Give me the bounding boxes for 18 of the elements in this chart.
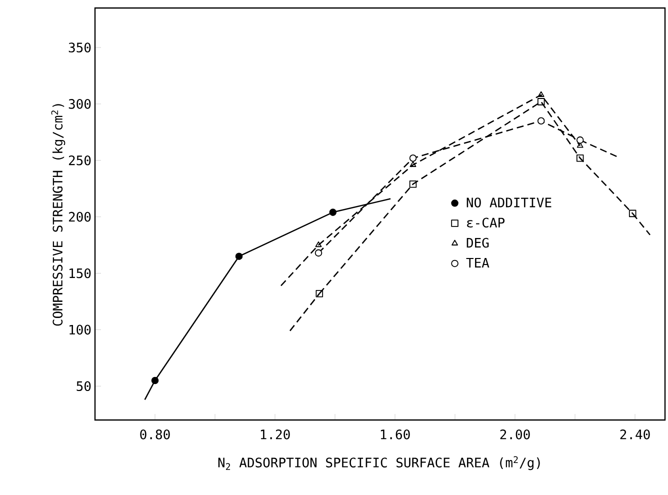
y-tick-label: 300 bbox=[68, 99, 91, 109]
x-tick-label: 1.60 bbox=[380, 430, 410, 440]
y-axis-title: COMPRESSIVE STRENGTH (kg/cm$^{2}$) bbox=[51, 104, 66, 326]
x-axis-title: N$_{2}$ ADSORPTION SPECIFIC SURFACE AREA (m$^{2}$/g) bbox=[218, 456, 540, 470]
x-tick-label: 2.00 bbox=[500, 430, 530, 440]
x-tick-label: 2.40 bbox=[620, 430, 650, 440]
y-tick-label: 50 bbox=[76, 381, 91, 392]
legend-label: DEG bbox=[466, 238, 489, 248]
y-tick-label: 350 bbox=[68, 42, 91, 52]
x-tick-label: 1.20 bbox=[260, 430, 290, 440]
y-tick-label: 100 bbox=[70, 324, 91, 335]
x-tick-label: 0.80 bbox=[140, 430, 170, 440]
legend-label: ε-CAP bbox=[467, 218, 505, 228]
y-tick-label: 200 bbox=[68, 212, 91, 222]
y-tick-label: 250 bbox=[68, 155, 91, 166]
y-tick-label: 150 bbox=[70, 268, 91, 278]
legend-label: NO ADDITIVE bbox=[466, 198, 552, 208]
legend-label: TEA bbox=[466, 258, 490, 268]
